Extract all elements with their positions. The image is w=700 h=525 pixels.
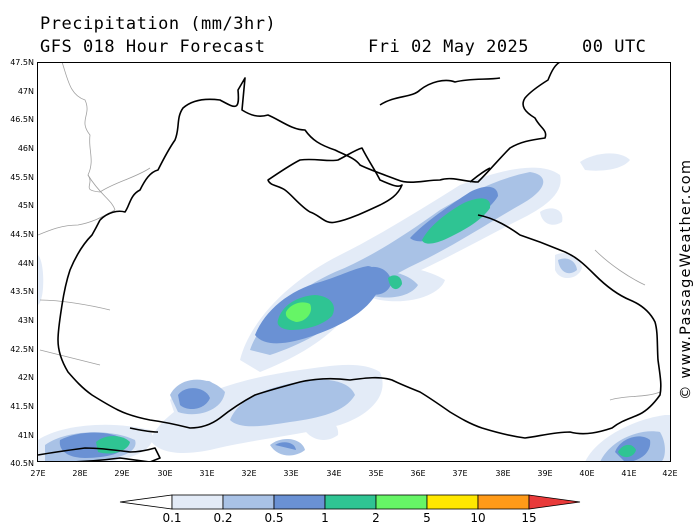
lat-label: 44N xyxy=(18,259,34,268)
lon-label: 32E xyxy=(241,469,256,478)
map-title: Precipitation (mm/3hr) xyxy=(40,14,277,34)
lon-label: 41E xyxy=(621,469,636,478)
lat-label: 47N xyxy=(18,87,34,96)
lon-label: 42E xyxy=(662,469,677,478)
precip-green-layer xyxy=(285,302,312,322)
lon-label: 36E xyxy=(410,469,425,478)
forecast-label: GFS 018 Hour Forecast xyxy=(40,37,266,57)
legend-label: 5 xyxy=(423,511,431,525)
legend-swatch xyxy=(324,494,377,510)
lon-label: 39E xyxy=(537,469,552,478)
legend-label: 0.1 xyxy=(162,511,181,525)
lon-label: 40E xyxy=(579,469,594,478)
legend-label: 0.5 xyxy=(264,511,283,525)
legend-label: 10 xyxy=(470,511,485,525)
color-scale-legend: 0.1 0.2 0.5 1 2 5 10 15 xyxy=(119,494,581,525)
lon-label: 37E xyxy=(452,469,467,478)
lat-label: 42N xyxy=(18,373,34,382)
legend-label: 2 xyxy=(372,511,380,525)
lat-label: 47.5N xyxy=(10,58,34,67)
longitude-axis: 27E 28E 29E 30E 31E 32E 33E 34E 35E 36E … xyxy=(30,469,677,478)
lat-label: 46.5N xyxy=(10,115,34,124)
legend-swatch xyxy=(375,494,428,510)
lon-label: 29E xyxy=(114,469,129,478)
lon-label: 34E xyxy=(326,469,341,478)
lat-label: 43.5N xyxy=(10,287,34,296)
legend-swatch xyxy=(273,494,326,510)
legend-swatch xyxy=(119,494,173,510)
lon-label: 27E xyxy=(30,469,45,478)
lat-label: 45.5N xyxy=(10,173,34,182)
lat-label: 41.5N xyxy=(10,402,34,411)
lon-label: 38E xyxy=(495,469,510,478)
legend-swatch xyxy=(477,494,530,510)
forecast-date: Fri 02 May 2025 xyxy=(368,37,530,57)
legend-swatch xyxy=(528,494,581,510)
lat-label: 41N xyxy=(18,431,34,440)
legend-swatch xyxy=(171,494,224,510)
lat-label: 44.5N xyxy=(10,230,34,239)
country-borders xyxy=(37,62,661,401)
legend-swatch xyxy=(426,494,479,510)
lon-label: 31E xyxy=(199,469,214,478)
legend-label: 0.2 xyxy=(213,511,232,525)
lat-label: 45N xyxy=(18,201,34,210)
legend-label: 15 xyxy=(521,511,536,525)
coastlines xyxy=(37,62,662,462)
latitude-axis: 47.5N 47N 46.5N 46N 45.5N 45N 44.5N 44N … xyxy=(10,58,34,468)
precip-blue-layer xyxy=(59,186,651,462)
lon-label: 28E xyxy=(72,469,87,478)
lat-label: 46N xyxy=(18,144,34,153)
lon-label: 35E xyxy=(368,469,383,478)
legend-swatch xyxy=(222,494,275,510)
lat-label: 42.5N xyxy=(10,345,34,354)
legend-label: 1 xyxy=(321,511,329,525)
lon-label: 30E xyxy=(157,469,172,478)
map-area xyxy=(37,62,671,462)
lat-label: 43N xyxy=(18,316,34,325)
lat-label: 40.5N xyxy=(10,459,34,468)
forecast-time: 00 UTC xyxy=(582,37,647,57)
lon-label: 33E xyxy=(283,469,298,478)
